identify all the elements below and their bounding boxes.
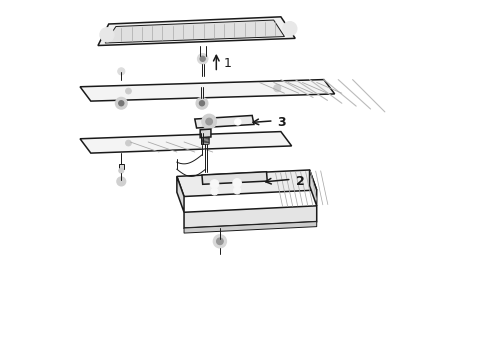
Polygon shape (310, 170, 317, 206)
Circle shape (234, 187, 241, 194)
Circle shape (125, 88, 131, 94)
Polygon shape (184, 222, 317, 233)
Circle shape (119, 168, 124, 173)
Text: 3: 3 (277, 116, 286, 129)
Polygon shape (200, 129, 211, 138)
Polygon shape (177, 176, 184, 212)
Circle shape (210, 180, 219, 188)
Circle shape (214, 235, 226, 248)
Circle shape (119, 101, 124, 106)
Polygon shape (119, 164, 124, 169)
Polygon shape (80, 132, 292, 153)
Circle shape (217, 238, 223, 244)
Circle shape (196, 98, 208, 109)
Circle shape (202, 114, 216, 129)
Text: 1: 1 (223, 57, 231, 70)
Circle shape (100, 28, 114, 42)
Circle shape (274, 85, 281, 92)
Circle shape (197, 54, 208, 64)
Circle shape (211, 188, 218, 195)
Polygon shape (98, 17, 295, 45)
Circle shape (200, 56, 205, 61)
Circle shape (199, 101, 204, 106)
Circle shape (118, 68, 125, 75)
Polygon shape (184, 206, 317, 228)
Circle shape (283, 22, 297, 36)
Polygon shape (202, 137, 209, 144)
Circle shape (233, 179, 242, 187)
Circle shape (116, 98, 127, 109)
Polygon shape (105, 20, 285, 43)
Text: 2: 2 (296, 175, 305, 188)
Polygon shape (202, 172, 267, 184)
Polygon shape (177, 170, 317, 197)
Circle shape (125, 140, 131, 146)
Circle shape (117, 177, 125, 186)
Circle shape (206, 118, 212, 125)
Circle shape (235, 119, 241, 125)
Polygon shape (195, 116, 254, 128)
Polygon shape (80, 80, 335, 101)
